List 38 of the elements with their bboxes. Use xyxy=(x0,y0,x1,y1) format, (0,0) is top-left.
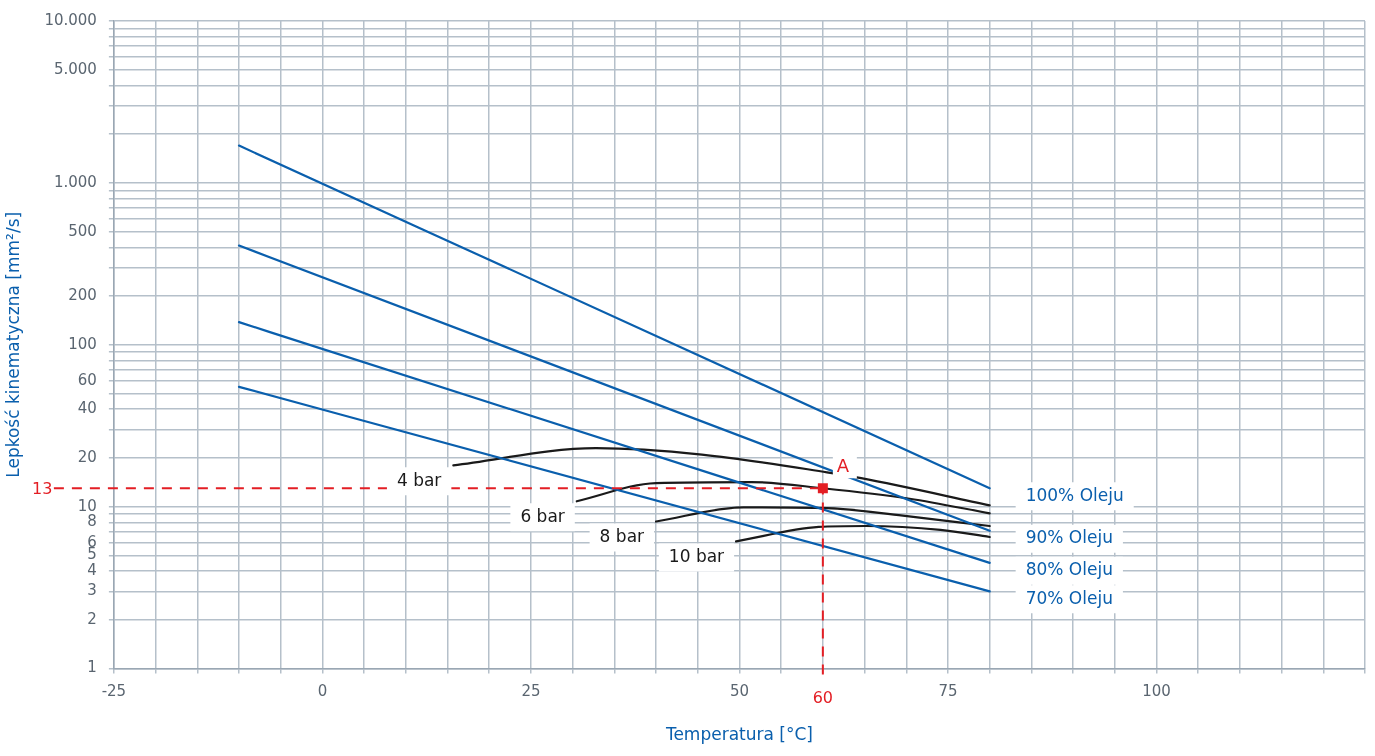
x-tick-label: 50 xyxy=(729,682,749,701)
line-series xyxy=(735,524,991,543)
y-tick-label: 10 xyxy=(77,496,97,515)
y-tick-label: 100 xyxy=(68,334,97,353)
y-tick-label: 200 xyxy=(68,285,97,304)
y-axis-title: Lepkość kinematyczna [mm²/s] xyxy=(2,211,23,478)
x-tick-label: 75 xyxy=(938,682,958,701)
x-tick-label: 25 xyxy=(521,682,541,701)
y-tick-label: 5.000 xyxy=(53,59,97,78)
y-tick-label: 1.000 xyxy=(53,172,97,191)
annotation: A xyxy=(836,454,850,476)
series-label: 4 bar xyxy=(396,469,442,490)
text: 70% Oleju xyxy=(1025,587,1113,608)
line-series xyxy=(575,480,991,515)
x-tick-label: -25 xyxy=(101,682,127,701)
series-label: 6 bar xyxy=(520,505,565,526)
ref-line-label: 60 xyxy=(812,687,834,707)
x-tick-label: 100 xyxy=(1142,682,1171,701)
x-tick-label: 0 xyxy=(317,682,328,701)
line-series xyxy=(654,506,991,528)
y-tick-label: 4 xyxy=(87,561,97,580)
y-tick-label: 1 xyxy=(87,658,97,677)
series-label: 8 bar xyxy=(599,525,645,546)
y-tick-label: 500 xyxy=(68,221,97,240)
ref-line-label: 13 xyxy=(32,479,53,499)
series-label: 10 bar xyxy=(668,545,725,566)
x-axis-title: Temperatura [°C] xyxy=(664,724,813,745)
y-tick-label: 2 xyxy=(87,609,97,628)
y-tick-label: 8 xyxy=(87,512,97,531)
y-tick-label: 10.000 xyxy=(44,10,97,29)
y-tick-label: 60 xyxy=(77,370,97,389)
text: 100% Oleju xyxy=(1025,484,1124,505)
text: 80% Oleju xyxy=(1025,559,1113,580)
y-tick-label: 20 xyxy=(77,447,97,466)
line-series xyxy=(452,447,991,507)
y-tick-label: 3 xyxy=(87,581,97,600)
text: 90% Oleju xyxy=(1025,527,1113,548)
y-tick-label: 40 xyxy=(77,399,97,418)
